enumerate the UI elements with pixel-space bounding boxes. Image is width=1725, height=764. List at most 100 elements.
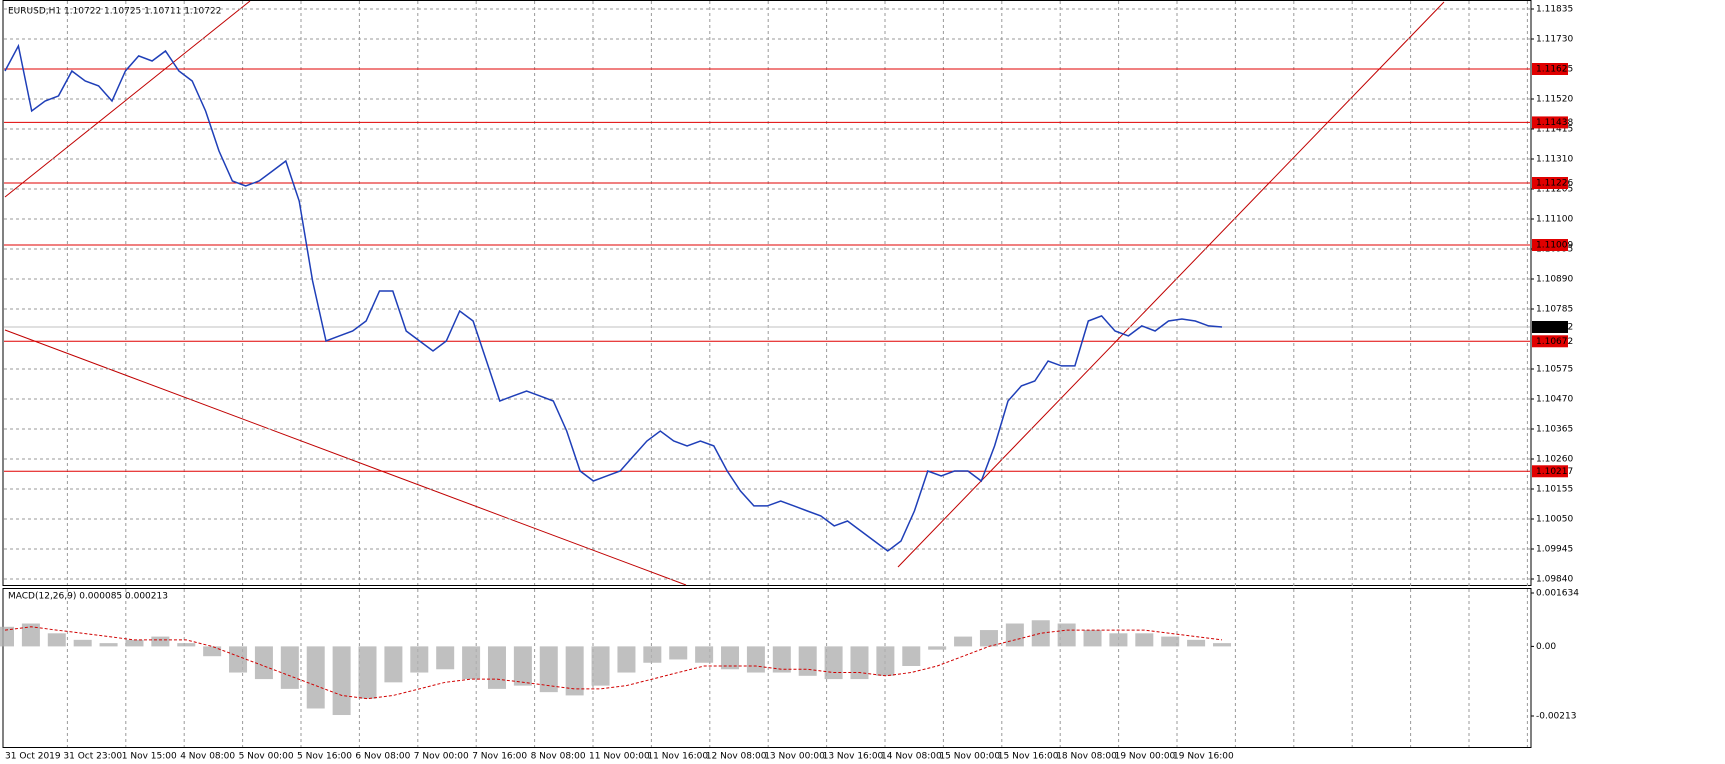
price-line xyxy=(4,43,1223,552)
time-label: 4 Nov 08:00 xyxy=(180,752,235,762)
time-label: 5 Nov 16:00 xyxy=(297,752,352,762)
macd-bar xyxy=(21,623,40,647)
macd-bar xyxy=(358,646,377,699)
current-price-box xyxy=(1532,321,1568,333)
macd-bar xyxy=(410,646,429,673)
time-label: 18 Nov 08:00 xyxy=(1056,752,1117,762)
macd-tick-label: 0.001634 xyxy=(1536,589,1579,599)
macd-bar xyxy=(721,646,740,670)
time-label: 5 Nov 00:00 xyxy=(239,752,294,762)
macd-bar xyxy=(1135,633,1154,647)
trend-line xyxy=(4,0,251,198)
macd-bar xyxy=(436,646,455,670)
y-tick-label: 1.11835 xyxy=(1536,5,1573,15)
y-tick-label: 1.11310 xyxy=(1536,155,1573,165)
macd-bar xyxy=(254,646,273,680)
y-tick-label: 1.10785 xyxy=(1536,305,1573,315)
macd-tick-label: 0.00 xyxy=(1536,642,1556,652)
macd-bar xyxy=(332,646,351,716)
level-label-box xyxy=(1532,116,1568,129)
macd-bar xyxy=(99,643,118,647)
macd-bar xyxy=(876,646,895,676)
macd-bar xyxy=(280,646,299,689)
time-label: 6 Nov 08:00 xyxy=(355,752,410,762)
y-tick-label: 1.10260 xyxy=(1536,455,1573,465)
macd-tick-label: -0.00213 xyxy=(1536,712,1576,722)
macd-bar xyxy=(177,643,196,647)
level-label-box xyxy=(1532,63,1568,75)
time-label: 11 Nov 00:00 xyxy=(589,752,650,762)
macd-bar xyxy=(1187,639,1206,647)
macd-signal xyxy=(4,626,1223,700)
y-tick-label: 1.10365 xyxy=(1536,425,1573,435)
y-tick-label: 1.10470 xyxy=(1536,395,1573,405)
macd-bar xyxy=(229,646,248,673)
macd-bar xyxy=(125,639,144,647)
macd-bar xyxy=(824,646,843,680)
macd-bar xyxy=(669,646,688,660)
macd-bar xyxy=(565,646,584,696)
macd-bar xyxy=(928,646,947,650)
macd-bar xyxy=(306,646,325,709)
macd-bar xyxy=(591,646,610,686)
macd-bar xyxy=(772,646,791,673)
macd-bar xyxy=(1109,633,1128,647)
y-tick-label: 1.10890 xyxy=(1536,275,1573,285)
y-tick-label: 1.11520 xyxy=(1536,95,1573,105)
macd-bar xyxy=(902,646,921,667)
level-label: 1.10672 xyxy=(1536,337,1573,347)
current-price-label: 1.10722 xyxy=(1536,323,1573,333)
time-label: 19 Nov 16:00 xyxy=(1173,752,1234,762)
macd-bar xyxy=(643,646,662,663)
y-tick-label: 1.11415 xyxy=(1536,125,1573,135)
macd-bar xyxy=(0,626,14,647)
macd-bar xyxy=(203,646,222,657)
macd-bar xyxy=(1161,636,1180,647)
y-tick-label: 1.11100 xyxy=(1536,215,1573,225)
macd-bar xyxy=(384,646,403,683)
time-label: 19 Nov 00:00 xyxy=(1115,752,1176,762)
y-tick-label: 1.10575 xyxy=(1536,365,1573,375)
y-tick-label: 1.11205 xyxy=(1536,185,1573,195)
macd-bar xyxy=(73,639,92,647)
macd-bar xyxy=(1213,643,1231,647)
time-label: 12 Nov 08:00 xyxy=(706,752,767,762)
level-label: 1.11226 xyxy=(1536,179,1573,189)
time-label: 31 Oct 23:00 xyxy=(63,752,122,762)
macd-bar xyxy=(746,646,765,673)
level-label-box xyxy=(1532,177,1568,189)
y-tick-label: 1.10050 xyxy=(1536,515,1573,525)
time-label: 7 Nov 16:00 xyxy=(472,752,527,762)
macd-bar xyxy=(617,646,636,673)
macd-bar xyxy=(1083,630,1102,647)
macd-bar xyxy=(1005,623,1024,647)
macd-bar xyxy=(513,646,532,686)
macd-bar xyxy=(1057,623,1076,647)
macd-bar xyxy=(47,633,66,647)
time-label: 13 Nov 16:00 xyxy=(823,752,884,762)
macd-bar xyxy=(1031,620,1050,647)
chart-header: EURUSD,H1 1.10722 1.10725 1.10711 1.1072… xyxy=(8,7,221,17)
time-label: 15 Nov 16:00 xyxy=(998,752,1059,762)
time-label: 13 Nov 00:00 xyxy=(764,752,825,762)
macd-bar xyxy=(539,646,558,693)
y-tick-label: 1.10155 xyxy=(1536,485,1573,495)
level-label: 1.10217 xyxy=(1536,467,1573,477)
time-label: 7 Nov 00:00 xyxy=(414,752,469,762)
y-tick-label: 1.09840 xyxy=(1536,575,1573,585)
macd-bar xyxy=(695,646,714,663)
time-label: 11 Nov 16:00 xyxy=(647,752,708,762)
level-label: 1.11009 xyxy=(1536,241,1573,251)
time-label: 1 Nov 15:00 xyxy=(122,752,177,762)
macd-bar xyxy=(850,646,869,680)
y-tick-label: 1.11730 xyxy=(1536,35,1573,45)
time-label: 8 Nov 08:00 xyxy=(531,752,586,762)
main-window xyxy=(2,0,1532,586)
macd-bar xyxy=(487,646,506,689)
macd-title: MACD(12,26,9) 0.000085 0.000213 xyxy=(8,592,168,602)
level-label: 1.11438 xyxy=(1536,118,1573,128)
trend-line xyxy=(897,1,1445,568)
time-label: 15 Nov 00:00 xyxy=(939,752,1000,762)
macd-bar xyxy=(462,646,481,680)
